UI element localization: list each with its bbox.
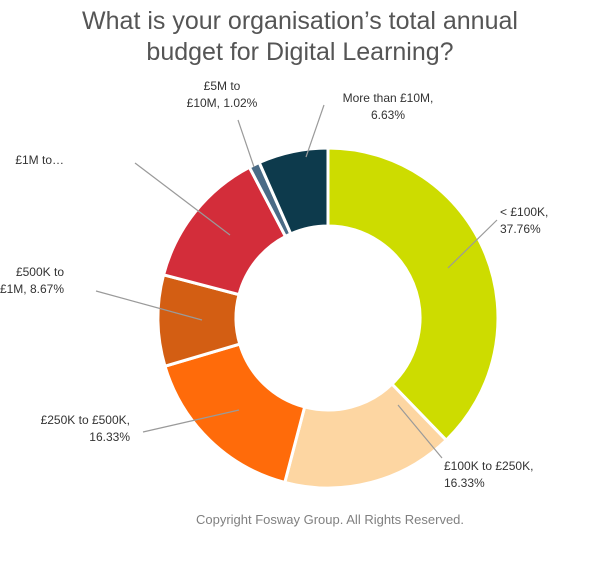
leader-line-more-than-10m: [305, 104, 325, 158]
leader-lines: [95, 104, 498, 459]
leader-line-1m-to: [134, 162, 231, 236]
data-label-1m-to: £1M to…: [15, 153, 64, 167]
data-label-250k-to-500k: £250K to £500K, 16.33%: [41, 413, 131, 444]
data-label-line: £1M to…: [15, 153, 64, 167]
slice-100k-to-250k: [282, 381, 449, 490]
data-label-line: £100K to £250K,: [444, 459, 533, 473]
leader-line-100k: [447, 219, 498, 269]
slice-labels: < £100K, 37.76%£100K to £250K, 16.33%£250K…: [0, 79, 548, 490]
data-label-line: 37.76%: [500, 222, 541, 236]
donut-slices: [156, 146, 500, 490]
data-label-line: £1M, 8.67%: [0, 282, 64, 296]
data-label-line: More than £10M,: [343, 91, 434, 105]
copyright-footer: Copyright Fosway Group. All Rights Reser…: [195, 512, 465, 527]
leader-line-100k-to-250k: [397, 404, 443, 459]
chart-title: What is your organisation’s total annual…: [0, 6, 600, 68]
slice-more-than-10m: [257, 146, 330, 236]
leader-line-5m-to-10m: [237, 119, 255, 168]
data-label-line: £250K to £500K,: [41, 413, 130, 427]
data-label-line: < £100K,: [500, 205, 548, 219]
slice-250k-to-500k: [163, 342, 307, 485]
data-label-500k-to-1m: £500K to £1M, 8.67%: [0, 265, 64, 296]
data-label-5m-to-10m: £5M to £10M, 1.02%: [187, 79, 258, 110]
slice-100k: [326, 146, 500, 443]
data-label-line: 16.33%: [444, 476, 485, 490]
data-label-line: £10M, 1.02%: [187, 96, 258, 110]
data-label-line: 6.63%: [371, 108, 405, 122]
data-label-more-than-10m: More than £10M, 6.63%: [343, 91, 434, 122]
chart-title-line-1: What is your organisation’s total annual: [82, 7, 518, 35]
data-label-line: £5M to: [204, 79, 241, 93]
data-label-line: 16.33%: [89, 430, 130, 444]
leader-line-500k-to-1m: [95, 290, 203, 321]
data-label-line: £500K to: [16, 265, 64, 279]
chart-title-line-2: budget for Digital Learning?: [146, 38, 454, 66]
data-label-100k-to-250k: £100K to £250K, 16.33%: [444, 459, 533, 490]
leader-line-250k-to-500k: [142, 409, 240, 433]
data-label-100k: < £100K, 37.76%: [500, 205, 548, 236]
